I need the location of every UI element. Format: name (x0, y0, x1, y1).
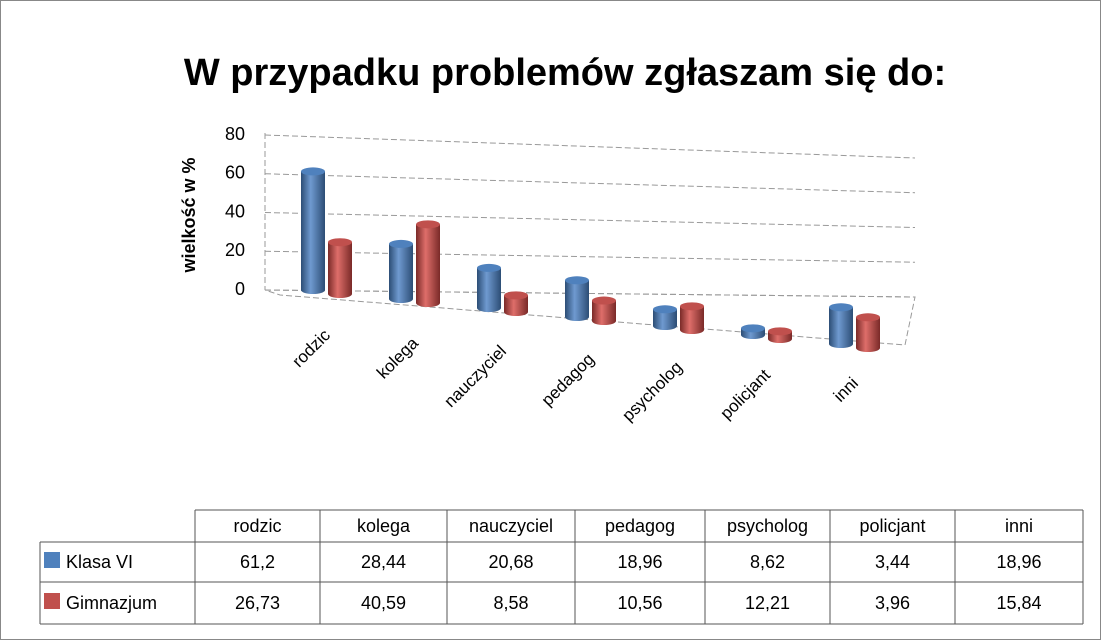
y-tick-label: 40 (225, 201, 245, 221)
bar-top (768, 327, 792, 336)
y-axis-label: wielkość w % (179, 157, 199, 273)
table-value: 26,73 (235, 593, 280, 613)
table-value: 40,59 (361, 593, 406, 613)
bar (592, 300, 616, 321)
bar (680, 306, 704, 330)
y-tick-label: 80 (225, 124, 245, 144)
grid-line (264, 289, 916, 298)
table-header: rodzic (233, 516, 281, 536)
table-value: 3,44 (875, 552, 910, 572)
bar-top (565, 276, 589, 285)
legend-swatch (44, 552, 60, 568)
legend-swatch (44, 593, 60, 609)
bar-top (741, 324, 765, 333)
table-header: nauczyciel (469, 516, 553, 536)
bar (856, 317, 880, 348)
y-tick-label: 0 (235, 279, 245, 299)
table-value: 3,96 (875, 593, 910, 613)
table-value: 12,21 (745, 593, 790, 613)
bar-top (389, 239, 413, 248)
table-value: 28,44 (361, 552, 406, 572)
table-value: 8,62 (750, 552, 785, 572)
table-value: 15,84 (996, 593, 1041, 613)
bar (829, 307, 853, 344)
y-tick-label: 20 (225, 240, 245, 260)
bar (504, 295, 528, 312)
bar-top (504, 291, 528, 300)
grid-line (264, 250, 916, 263)
grid-line (264, 212, 916, 228)
table-value: 18,96 (617, 552, 662, 572)
table-header: inni (1005, 516, 1033, 536)
bar-top (856, 313, 880, 322)
legend-label: Gimnazjum (66, 593, 157, 613)
chart-title: W przypadku problemów zgłaszam się do: (184, 52, 946, 94)
table-header: psycholog (727, 516, 808, 536)
bar (416, 224, 440, 303)
bar-top (592, 296, 616, 305)
bar (653, 309, 677, 326)
bar-top (328, 238, 352, 247)
bar (565, 280, 589, 317)
legend-label: Klasa VI (66, 552, 133, 572)
table-value: 18,96 (996, 552, 1041, 572)
table-value: 61,2 (240, 552, 275, 572)
bar (328, 242, 352, 294)
table-header: policjant (859, 516, 925, 536)
bar (477, 267, 501, 308)
grid-line (264, 173, 916, 194)
bar (389, 243, 413, 299)
table-header: pedagog (605, 516, 675, 536)
bar-top (680, 302, 704, 311)
grid-line (264, 134, 916, 159)
table-value: 10,56 (617, 593, 662, 613)
bar-top (653, 305, 677, 314)
bar-top (477, 263, 501, 272)
table-header: kolega (357, 516, 411, 536)
bar-top (416, 220, 440, 229)
table-value: 20,68 (488, 552, 533, 572)
bar-top (301, 167, 325, 176)
bar (301, 171, 325, 290)
y-tick-label: 60 (225, 163, 245, 183)
bar-top (829, 303, 853, 312)
table-value: 8,58 (493, 593, 528, 613)
